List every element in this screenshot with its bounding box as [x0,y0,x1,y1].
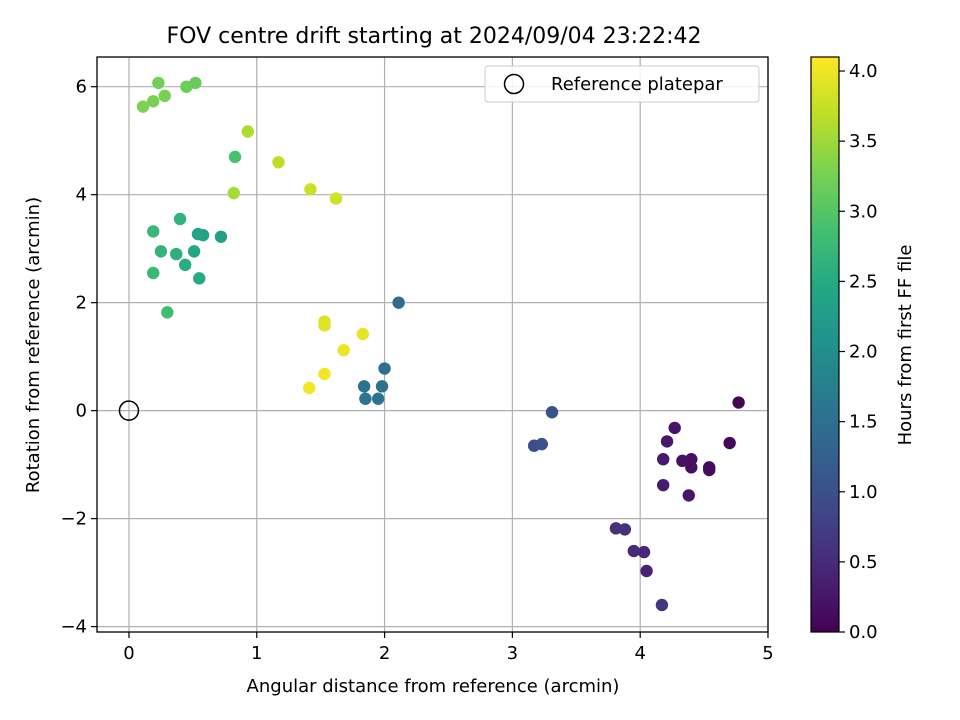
data-point [371,392,385,405]
data-point [723,436,736,450]
data-point [173,212,187,226]
x-tick-label: 1 [251,643,262,664]
legend-label-reference-platepar: Reference platepar [551,74,723,95]
plot-area: 0 1 2 3 4 5 −4 −2 0 2 4 6 [60,56,774,664]
colorbar-ticks: 0.0 0.5 1.0 1.5 2.0 2.5 3.0 3.5 4.0 [839,61,878,643]
data-point [357,380,371,393]
y-axis-ticks: −4 −2 0 2 4 6 [60,77,97,638]
colorbar-tick-label: 0.5 [849,552,878,573]
y-tick-label: −4 [60,617,87,638]
data-point [637,545,651,559]
x-axis-label: Angular distance from reference (arcmin) [247,676,620,697]
data-point [359,392,372,405]
x-tick-label: 3 [507,643,518,664]
data-point [676,454,689,468]
data-point [152,76,165,90]
data-point [703,463,716,477]
data-point [154,245,168,258]
x-tick-label: 2 [379,643,390,664]
data-point [136,100,150,113]
y-tick-label: −2 [60,509,87,530]
y-axis-label: Rotation from reference (arcmin) [23,197,44,493]
data-point [378,362,391,375]
legend: Reference platepar [484,65,760,103]
data-point [668,421,681,435]
data-point [318,319,331,332]
data-point [545,406,559,419]
data-point [609,522,623,535]
x-tick-label: 0 [123,643,134,664]
data-point [161,306,174,319]
y-tick-label: 4 [76,185,87,206]
legend-open-circle-marker [503,73,525,95]
data-point [535,437,548,451]
colorbar-label: Hours from first FF file [895,245,916,446]
data-point [147,266,160,280]
data-point [158,89,171,103]
data-point [392,296,405,309]
y-tick-label: 6 [76,77,87,98]
x-tick-label: 5 [762,643,773,664]
data-point [627,544,640,558]
colorbar-tick-label: 1.0 [849,482,878,503]
data-point [682,489,695,502]
colorbar: 0.0 0.5 1.0 1.5 2.0 2.5 3.0 3.5 4.0 Hours from f… [810,56,916,643]
colorbar-tick-label: 4.0 [849,61,878,82]
legend-box [484,65,760,103]
reference-platepar-marker [118,400,140,421]
data-point [191,227,205,241]
data-point [329,192,343,205]
x-axis-ticks: 0 1 2 3 4 5 [123,632,774,664]
data-point [178,258,192,272]
grid-lines [97,57,769,632]
data-point [660,435,674,448]
data-point [656,453,670,466]
data-point [147,225,160,238]
data-point [302,381,316,395]
data-point [193,272,206,285]
data-point [640,564,653,578]
data-point [304,183,317,196]
data-point [685,461,698,474]
data-point [272,156,285,169]
y-tick-label: 2 [76,293,87,314]
colorbar-tick-label: 2.0 [849,342,878,363]
data-point [337,343,350,357]
data-point [318,367,331,381]
plot-frame [96,56,769,633]
y-tick-label: 0 [76,401,87,422]
data-point [656,478,670,492]
colorbar-tick-label: 2.5 [849,271,878,292]
data-point [180,80,193,93]
colorbar-tick-label: 0.0 [849,622,878,643]
colorbar-gradient [810,56,840,633]
data-point [356,327,370,341]
reference-marker-layer [118,400,140,421]
colorbar-tick-label: 1.5 [849,412,878,433]
colorbar-tick-label: 3.0 [849,201,878,222]
data-point [655,598,669,612]
x-tick-label: 4 [634,643,645,664]
scatter-points [136,76,745,612]
data-point [147,95,160,108]
data-point [187,245,201,258]
data-point [214,230,228,243]
colorbar-tick-label: 3.5 [849,131,878,152]
data-point [228,150,242,164]
data-point [227,186,240,200]
data-point [170,247,183,261]
data-point [241,125,255,138]
data-point [375,380,389,393]
data-point [732,396,745,409]
chart-title: FOV centre drift starting at 2024/09/04 … [167,24,702,49]
